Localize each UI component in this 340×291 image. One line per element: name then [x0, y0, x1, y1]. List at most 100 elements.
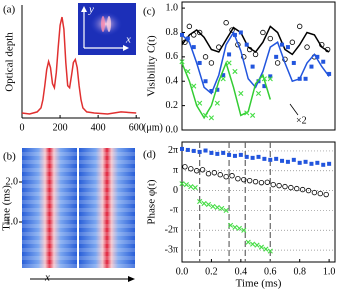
- circle-marker: [223, 174, 229, 180]
- cross-marker: [197, 198, 203, 205]
- cross-marker: [226, 60, 232, 66]
- square-marker: [256, 154, 261, 159]
- cross-marker: [261, 76, 267, 82]
- x-axis-label: x: [44, 272, 50, 284]
- circle-marker: [317, 190, 323, 197]
- cross-marker: [202, 112, 209, 118]
- circle-marker: [296, 23, 303, 30]
- cross-marker: [245, 239, 251, 245]
- series-line: [181, 30, 330, 95]
- cross-marker: [255, 90, 262, 97]
- cross-marker: [244, 110, 250, 116]
- cross-marker: [227, 222, 234, 228]
- plot-frame: [181, 141, 336, 263]
- cross-marker: [214, 100, 220, 106]
- cross-marker: [241, 227, 247, 233]
- circle-marker: [282, 183, 288, 190]
- square-marker: [262, 84, 267, 89]
- cross-marker: [263, 246, 269, 252]
- y-tick-label: 0.0: [166, 124, 179, 135]
- panel-label: (d): [143, 149, 156, 161]
- cross-marker: [250, 241, 256, 247]
- circle-marker: [199, 167, 206, 173]
- circle-marker: [235, 175, 241, 182]
- y-tick-label: 0.2: [166, 100, 179, 111]
- square-marker: [227, 152, 232, 157]
- square-marker: [315, 160, 320, 165]
- square-marker: [191, 45, 196, 50]
- cross-marker: [191, 83, 197, 89]
- square-marker: [268, 157, 273, 162]
- circle-marker: [202, 54, 209, 60]
- square-marker: [262, 156, 267, 161]
- square-marker: [280, 158, 285, 163]
- circle-marker: [211, 170, 218, 176]
- square-marker: [209, 88, 214, 93]
- square-marker: [244, 154, 249, 159]
- circle-marker: [196, 29, 203, 36]
- square-marker: [250, 155, 255, 160]
- cross-marker: [267, 248, 273, 254]
- y-tick-label: 2π: [168, 145, 178, 156]
- x-tick-label: 600: [129, 122, 144, 133]
- y-tick-label: -3π: [165, 244, 178, 255]
- inset-y-label: y: [88, 4, 94, 16]
- square-marker: [285, 159, 290, 164]
- cross-marker: [267, 76, 273, 82]
- circle-marker: [216, 44, 222, 50]
- circle-marker: [229, 173, 235, 179]
- square-marker: [197, 60, 202, 65]
- series-line: [181, 25, 330, 56]
- square-marker: [321, 59, 326, 64]
- circle-marker: [241, 54, 247, 60]
- x-tick-label: 1.0: [323, 266, 336, 277]
- square-marker: [309, 64, 314, 69]
- series-line: [181, 60, 272, 120]
- cross-marker: [254, 242, 260, 248]
- square-marker: [285, 45, 290, 50]
- square-marker: [280, 42, 285, 47]
- y-tick-label: 0.4: [166, 76, 179, 87]
- circle-marker: [323, 191, 329, 198]
- square-marker: [250, 64, 255, 69]
- heatmap-image: [22, 148, 135, 282]
- y-axis-label: Optical depth: [4, 32, 16, 92]
- circle-marker: [276, 182, 282, 189]
- x-tick-label: 0.8: [293, 266, 306, 277]
- cross-marker: [201, 200, 207, 207]
- square-marker: [238, 152, 243, 157]
- circle-marker: [252, 178, 259, 185]
- circle-marker: [188, 166, 194, 172]
- square-marker: [221, 73, 226, 78]
- square-marker: [215, 151, 220, 156]
- square-marker: [209, 150, 214, 155]
- square-marker: [221, 150, 226, 155]
- square-marker: [191, 148, 196, 153]
- cross-marker: [185, 68, 191, 75]
- circle-marker: [208, 60, 215, 66]
- square-marker: [185, 36, 190, 41]
- circle-marker: [223, 20, 229, 26]
- y-axis-label: Phase φ(t): [146, 179, 158, 224]
- square-marker: [197, 149, 202, 154]
- y-tick-label: 0.8: [166, 27, 179, 38]
- square-marker: [238, 30, 243, 35]
- square-marker: [215, 87, 220, 92]
- x-axis-unit: (μm): [143, 122, 163, 133]
- x-tick-label: 0.4: [235, 266, 248, 277]
- panel-label: (a): [3, 4, 16, 16]
- square-marker: [291, 157, 296, 162]
- y-tick-label: π: [173, 165, 178, 176]
- circle-marker: [260, 29, 266, 36]
- square-marker: [180, 146, 184, 151]
- circle-marker: [311, 189, 318, 196]
- cross-marker: [183, 182, 190, 188]
- x-tick-label: 0.2: [205, 266, 218, 277]
- circle-marker: [191, 32, 197, 38]
- circle-marker: [304, 44, 310, 50]
- square-marker: [297, 76, 302, 81]
- circle-marker: [194, 168, 200, 174]
- cross-marker: [258, 244, 265, 250]
- y-tick-label: 1.0: [6, 216, 19, 227]
